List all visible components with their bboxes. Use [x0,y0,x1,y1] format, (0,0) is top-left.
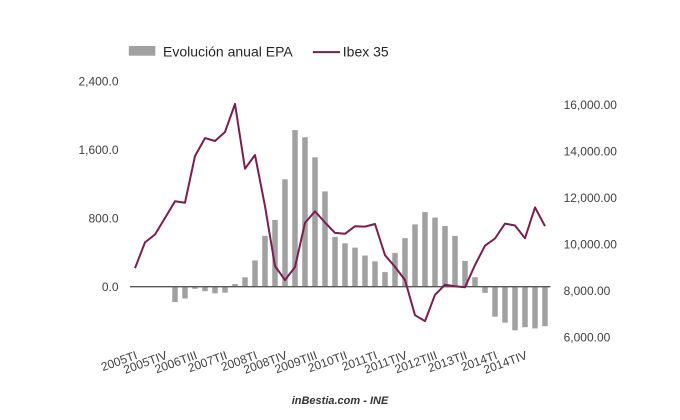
svg-text:12,000.00: 12,000.00 [564,191,618,205]
svg-text:800.0: 800.0 [88,212,118,226]
svg-text:0.0: 0.0 [102,280,119,294]
svg-text:1,600.0: 1,600.0 [78,143,118,157]
svg-text:16,000.00: 16,000.00 [564,98,618,112]
svg-text:8,000.00: 8,000.00 [564,284,611,298]
svg-text:14,000.00: 14,000.00 [564,144,618,158]
svg-text:Evolución anual EPA: Evolución anual EPA [163,44,293,60]
svg-text:6,000.00: 6,000.00 [564,330,611,344]
svg-text:2,400.0: 2,400.0 [78,75,118,89]
svg-text:Ibex 35: Ibex 35 [343,44,389,60]
svg-text:10,000.00: 10,000.00 [564,237,618,251]
svg-text:inBestia.com - INE: inBestia.com - INE [292,395,389,407]
